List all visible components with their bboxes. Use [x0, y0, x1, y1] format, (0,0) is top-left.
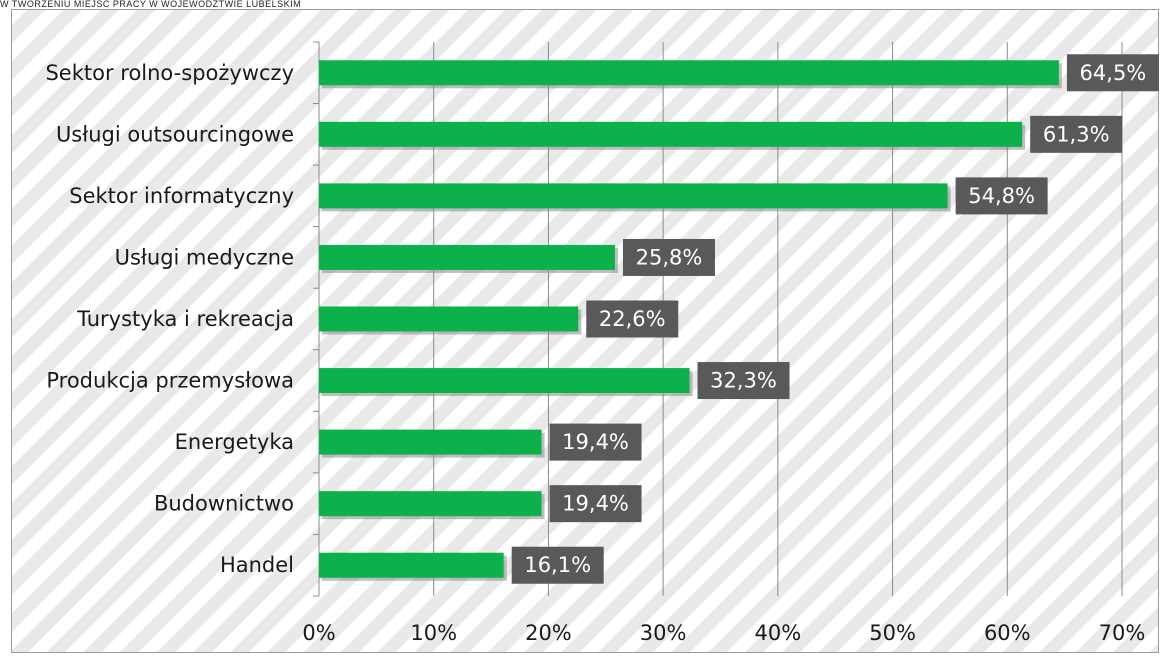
- bar: [319, 429, 542, 455]
- data-label: 19,4%: [562, 430, 629, 454]
- x-tick-labels: 0% 10% 20% 30% 40% 50% 60% 70%: [302, 621, 1145, 645]
- bar: [319, 306, 579, 332]
- x-tick-label: 40%: [755, 621, 802, 645]
- data-label: 32,3%: [710, 369, 777, 393]
- data-label-box: [622, 238, 715, 276]
- data-label-box: [586, 300, 679, 338]
- category-label: Usługi outsourcingowe: [56, 122, 294, 146]
- x-tick-label: 70%: [1099, 621, 1146, 645]
- bar: [319, 368, 690, 394]
- data-label: 64,5%: [1080, 61, 1147, 85]
- data-label: 61,3%: [1043, 122, 1110, 146]
- category-label: Sektor rolno-spożywczy: [45, 61, 294, 85]
- data-label-box: [955, 177, 1048, 215]
- category-label: Usługi medyczne: [115, 245, 294, 269]
- bar: [319, 121, 1023, 147]
- bar: [319, 491, 542, 517]
- category-label: Budownictwo: [154, 492, 294, 516]
- data-label: 16,1%: [524, 553, 591, 577]
- x-tick-label: 20%: [525, 621, 572, 645]
- bar: [319, 183, 948, 209]
- chart-background: [12, 10, 1158, 652]
- bars: 64,5% 61,3% 54,8% 25,8% 22,6% 32,3% 19,4% 19,4%…: [319, 54, 1159, 584]
- data-label-box: [697, 362, 790, 400]
- data-label: 25,8%: [636, 245, 703, 269]
- category-labels: Sektor rolno-spożywczy Usługi outsourcing…: [45, 61, 294, 577]
- data-label-box: [549, 423, 642, 461]
- x-tick-label: 10%: [410, 621, 457, 645]
- x-tick-label: 50%: [869, 621, 916, 645]
- category-label: Energetyka: [175, 430, 294, 454]
- data-label-box: [549, 485, 642, 523]
- category-label: Sektor informatyczny: [69, 184, 294, 208]
- data-label: 19,4%: [562, 492, 629, 516]
- chart-frame: [11, 9, 1159, 653]
- x-tick-label: 0%: [302, 621, 335, 645]
- x-tick-label: 30%: [640, 621, 687, 645]
- data-label: 54,8%: [968, 184, 1035, 208]
- category-label: Produkcja przemysłowa: [46, 369, 294, 393]
- category-label: Turystyka i rekreacja: [76, 307, 294, 331]
- bar: [319, 60, 1059, 86]
- bar: [319, 244, 615, 270]
- data-label-box: [511, 546, 604, 584]
- category-label: Handel: [220, 553, 294, 577]
- data-label-box: [1066, 54, 1159, 92]
- data-label: 22,6%: [599, 307, 666, 331]
- data-label-box: [1030, 115, 1123, 153]
- x-tick-label: 60%: [984, 621, 1031, 645]
- chart-caption: w tworzeniu miejsc pracy w województwie …: [0, 0, 302, 8]
- bar: [319, 552, 504, 578]
